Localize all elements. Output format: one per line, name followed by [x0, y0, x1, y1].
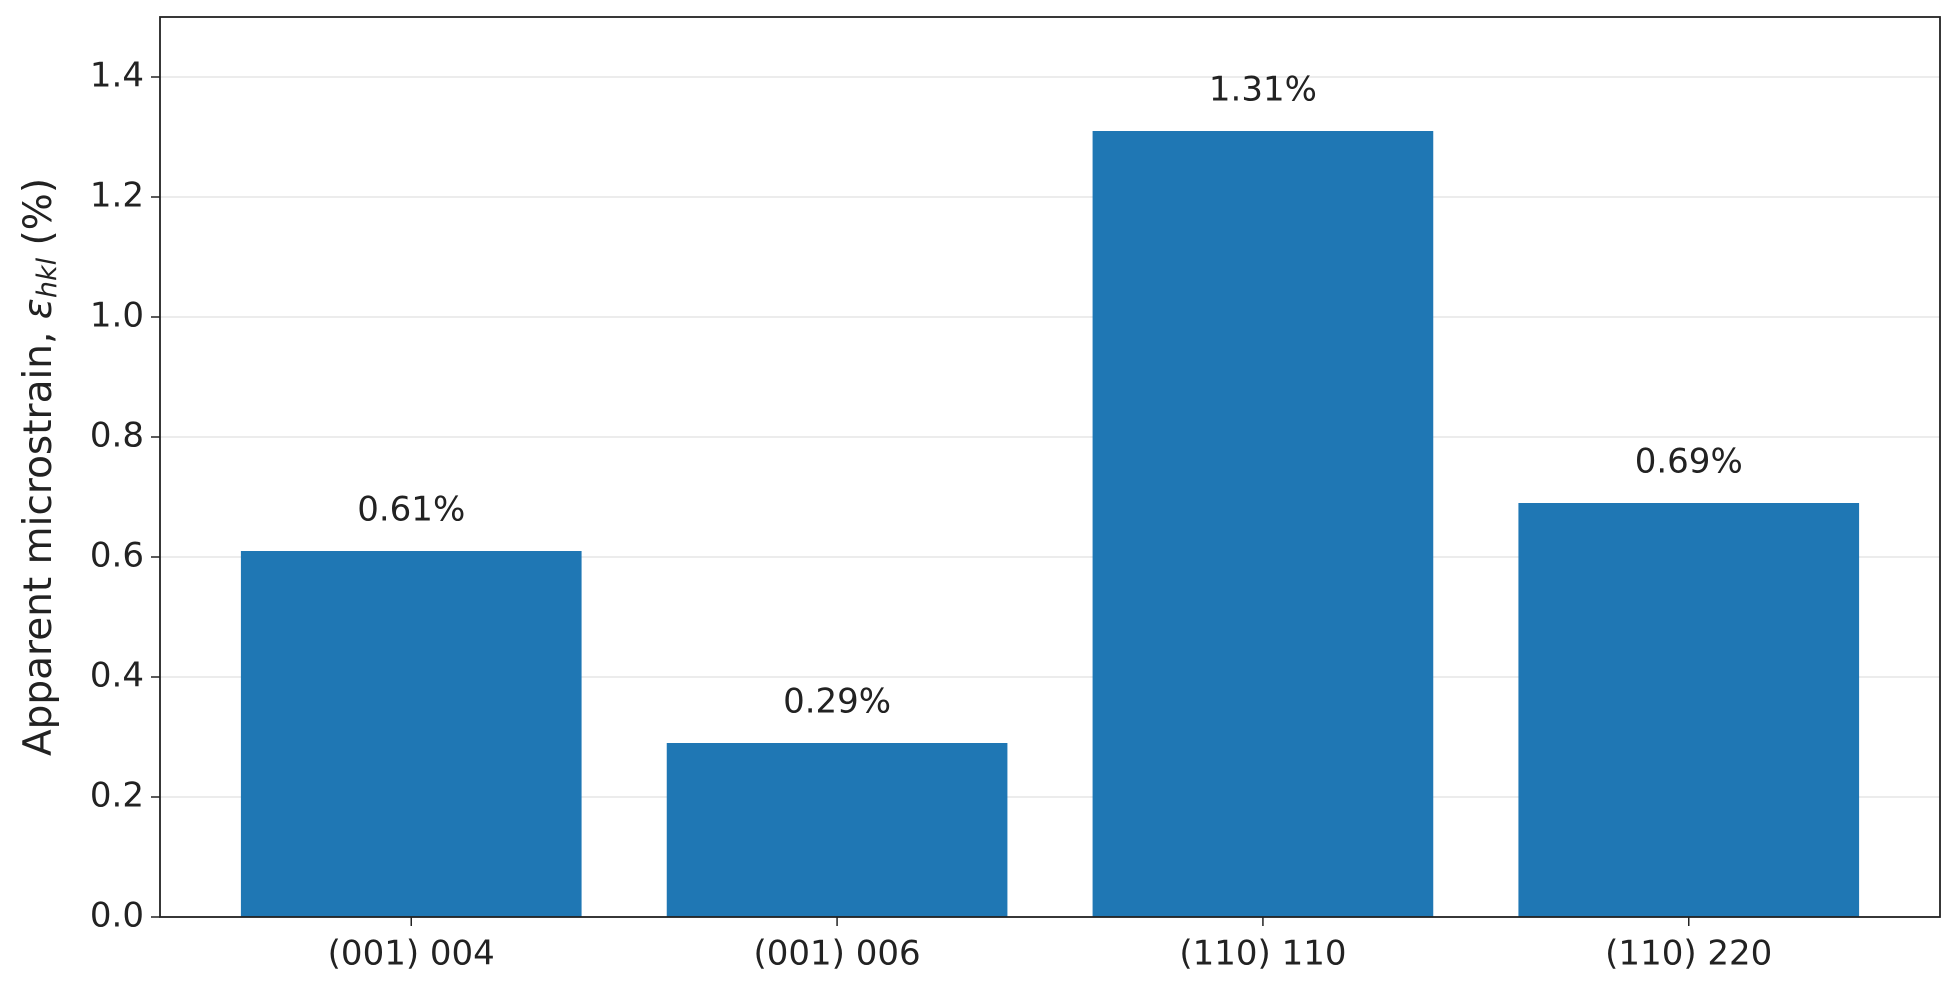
x-tick-label: (110) 110: [1179, 934, 1346, 974]
value-label: 0.69%: [1635, 442, 1743, 482]
x-tick-label: (110) 220: [1605, 934, 1772, 974]
y-tick-label: 0.4: [90, 656, 144, 696]
y-tick-label: 1.4: [90, 56, 144, 96]
value-label: 0.29%: [783, 682, 891, 722]
plot-frame: [159, 16, 1941, 918]
x-tick-label: (001) 004: [328, 934, 495, 974]
y-tick-label: 0.0: [90, 896, 144, 936]
y-label-subscript: hkl: [32, 257, 63, 298]
y-tick-label: 1.0: [90, 296, 144, 336]
y-tick-label: 1.2: [90, 176, 144, 216]
bar: [1518, 503, 1860, 917]
x-tick-label: (001) 006: [754, 934, 921, 974]
y-tick-label: 0.6: [90, 536, 144, 576]
y-tick-label: 0.2: [90, 776, 144, 816]
value-label: 0.61%: [357, 490, 465, 530]
y-tick-label: 0.8: [90, 416, 144, 456]
y-label-symbol: ε: [16, 298, 61, 319]
bar: [1092, 131, 1434, 917]
bar: [240, 551, 582, 917]
value-label: 1.31%: [1209, 70, 1317, 110]
y-axis-label: Apparent microstrain, εhkl (%): [16, 178, 63, 756]
y-label-unit: (%): [16, 178, 61, 258]
bar: [666, 743, 1008, 917]
y-label-text: Apparent microstrain,: [16, 319, 61, 756]
